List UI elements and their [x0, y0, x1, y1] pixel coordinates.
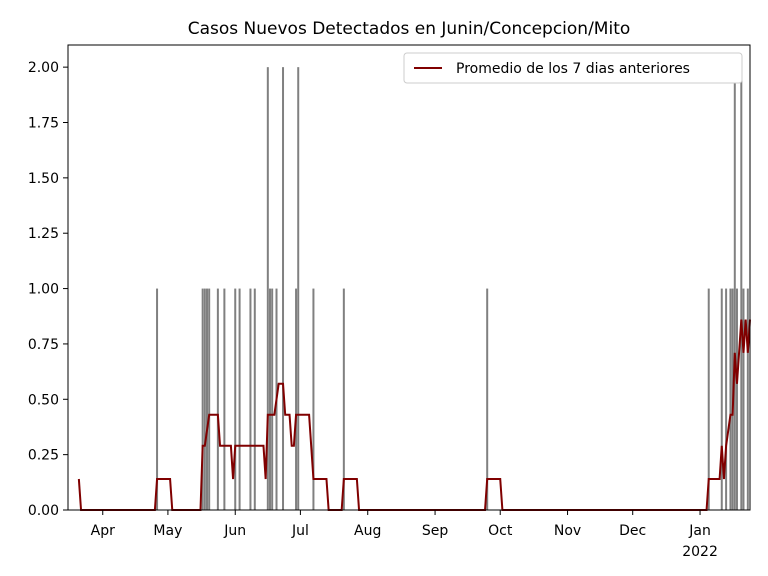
x-tick-label: Sep — [422, 523, 449, 539]
x-tick-label: Apr — [91, 523, 115, 539]
bar — [208, 288, 211, 510]
bar — [201, 288, 204, 510]
x-tick-label: Jun — [223, 523, 246, 539]
x-tick-label: May — [153, 523, 182, 539]
bar — [203, 288, 206, 510]
y-tick-label: 0.25 — [28, 448, 59, 464]
legend-label: Promedio de los 7 dias anteriores — [456, 61, 690, 77]
bar — [297, 67, 300, 511]
y-tick-label: 1.75 — [28, 116, 59, 132]
bar — [746, 288, 749, 510]
bar — [234, 288, 237, 510]
bar — [725, 288, 728, 510]
y-tick-label: 2.00 — [28, 60, 59, 76]
plot-frame — [67, 44, 751, 511]
y-tick-label: 1.50 — [28, 171, 59, 187]
line — [77, 319, 751, 511]
bar — [733, 67, 736, 511]
y-tick-label: 0.00 — [28, 503, 59, 519]
bar — [238, 288, 241, 510]
bar — [312, 288, 315, 510]
x-sublabel: 2022 — [682, 544, 718, 560]
bar — [707, 288, 710, 510]
bar — [742, 288, 745, 510]
bar — [342, 288, 345, 510]
bar — [295, 288, 298, 510]
y-tick-label: 0.50 — [28, 392, 59, 408]
bar — [740, 67, 743, 511]
x-tick-label: Dec — [619, 523, 646, 539]
bar — [735, 288, 738, 510]
y-tick-label: 0.75 — [28, 337, 59, 353]
x-tick-label: Oct — [488, 523, 513, 539]
bar — [156, 288, 159, 510]
bar — [271, 288, 274, 510]
y-tick-label: 1.00 — [28, 282, 59, 298]
bar — [216, 288, 219, 510]
bar — [266, 67, 269, 511]
bar — [268, 288, 271, 510]
bar — [223, 288, 226, 510]
chart-title: Casos Nuevos Detectados en Junin/Concepc… — [188, 19, 631, 39]
x-tick-label: Jan — [688, 523, 711, 539]
bar — [253, 288, 256, 510]
x-tick-label: Nov — [554, 523, 581, 539]
bar — [729, 288, 732, 510]
y-tick-label: 1.25 — [28, 226, 59, 242]
bar — [206, 288, 209, 510]
bar — [486, 288, 489, 510]
bar — [720, 288, 723, 510]
x-tick-label: Aug — [354, 523, 381, 539]
legend-box — [403, 52, 743, 84]
bar — [249, 288, 252, 510]
x-tick-label: Jul — [291, 523, 309, 539]
bar — [282, 67, 285, 511]
